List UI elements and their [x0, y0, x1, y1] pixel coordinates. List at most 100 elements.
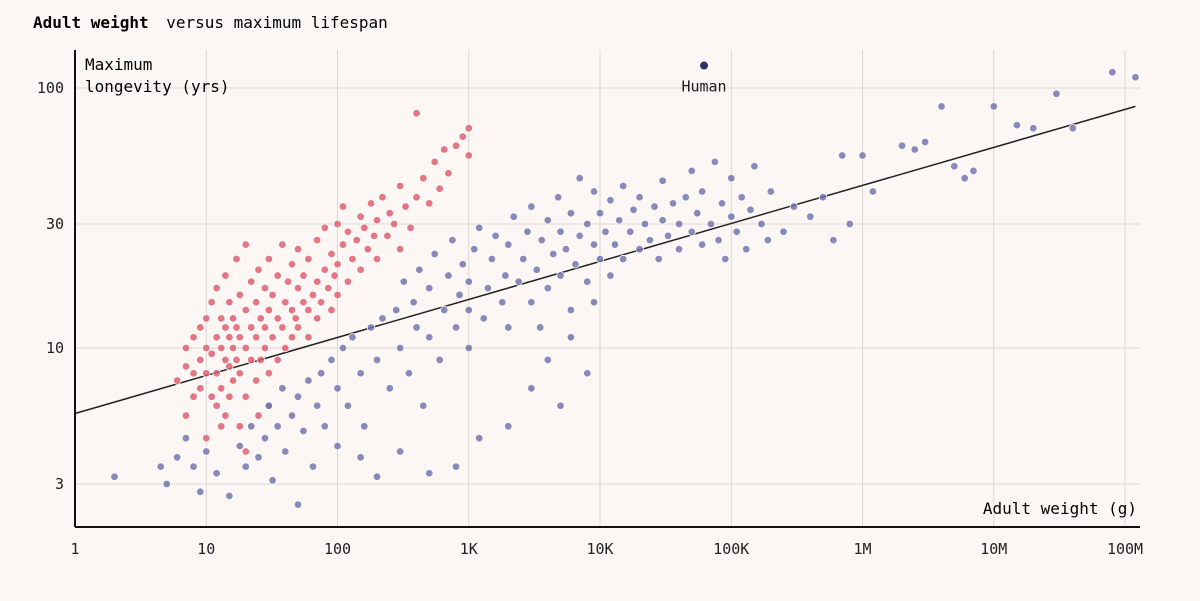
data-point	[212, 469, 221, 478]
data-point	[458, 260, 467, 269]
data-point	[338, 202, 348, 211]
data-point	[618, 181, 628, 191]
data-point	[504, 240, 513, 249]
x-tick-label: 100	[324, 540, 351, 558]
data-point	[487, 254, 497, 264]
data-point	[333, 219, 342, 229]
data-point	[260, 283, 270, 293]
human-point	[699, 60, 710, 71]
data-point	[281, 298, 290, 307]
data-point	[483, 283, 493, 293]
data-point	[858, 151, 867, 160]
data-point	[404, 369, 414, 378]
data-point	[806, 212, 815, 221]
data-point	[320, 223, 329, 232]
data-point	[425, 199, 434, 208]
data-point	[293, 392, 303, 401]
data-point	[766, 187, 775, 196]
data-point	[583, 369, 592, 378]
y-tick-label: 10	[46, 339, 64, 357]
data-point	[254, 265, 263, 274]
data-point	[202, 343, 211, 353]
data-point	[273, 314, 282, 323]
data-point	[189, 462, 198, 471]
data-point	[338, 343, 348, 353]
data-point	[589, 240, 599, 249]
data-point	[330, 271, 339, 280]
data-point	[217, 314, 226, 323]
data-point	[278, 384, 287, 393]
data-point	[221, 323, 230, 332]
data-points	[110, 68, 1140, 509]
data-point	[372, 355, 382, 365]
data-point	[293, 283, 303, 293]
data-point	[566, 209, 576, 218]
data-point	[247, 355, 256, 365]
data-point	[256, 355, 265, 365]
data-point	[207, 392, 216, 401]
data-point	[455, 290, 464, 300]
data-point	[425, 283, 434, 293]
data-point	[960, 173, 969, 183]
data-point	[464, 343, 473, 353]
data-point	[320, 265, 329, 274]
data-point	[595, 254, 605, 264]
data-point	[189, 369, 198, 378]
data-point	[687, 227, 696, 236]
data-point	[440, 145, 449, 154]
human-label: Human	[681, 78, 726, 96]
data-point	[217, 422, 226, 431]
data-point	[504, 422, 513, 431]
data-point	[369, 231, 379, 241]
x-axis-label: Adult weight (g)	[983, 499, 1137, 518]
data-point	[241, 392, 250, 401]
data-point	[212, 283, 221, 293]
data-point	[356, 265, 365, 274]
data-point	[464, 305, 473, 315]
data-point	[556, 401, 565, 410]
data-point	[189, 333, 198, 342]
data-point	[610, 240, 620, 249]
data-point	[299, 271, 308, 280]
data-point	[372, 472, 382, 481]
x-tick-label: 1	[70, 540, 79, 558]
data-point	[575, 231, 584, 241]
data-point	[714, 235, 723, 245]
data-point	[212, 333, 221, 342]
data-point	[312, 235, 322, 245]
data-point	[845, 219, 855, 229]
data-point	[287, 333, 297, 342]
data-point	[260, 343, 270, 353]
data-point	[225, 491, 234, 501]
data-point	[212, 369, 221, 378]
data-point	[172, 376, 182, 385]
data-point	[268, 476, 277, 485]
data-point	[601, 227, 610, 236]
data-point	[589, 298, 599, 307]
data-point	[910, 145, 919, 154]
data-point	[435, 184, 444, 193]
data-point	[241, 305, 250, 315]
data-point	[937, 102, 946, 111]
data-point	[668, 199, 678, 208]
data-point	[401, 202, 410, 211]
data-point	[491, 231, 500, 241]
data-point	[635, 193, 644, 202]
data-point	[556, 271, 565, 280]
data-point	[235, 369, 244, 378]
data-point	[606, 196, 615, 205]
data-point	[202, 447, 211, 456]
data-point	[327, 249, 336, 259]
data-point	[235, 441, 244, 451]
data-point	[312, 277, 322, 286]
data-point	[561, 244, 571, 254]
data-point	[228, 376, 238, 385]
data-point	[363, 244, 372, 254]
data-point	[721, 254, 730, 264]
data-point	[181, 343, 191, 353]
data-point	[221, 411, 230, 420]
data-point	[519, 254, 528, 264]
data-point	[385, 209, 394, 218]
data-point	[635, 244, 644, 254]
data-point	[283, 277, 293, 286]
